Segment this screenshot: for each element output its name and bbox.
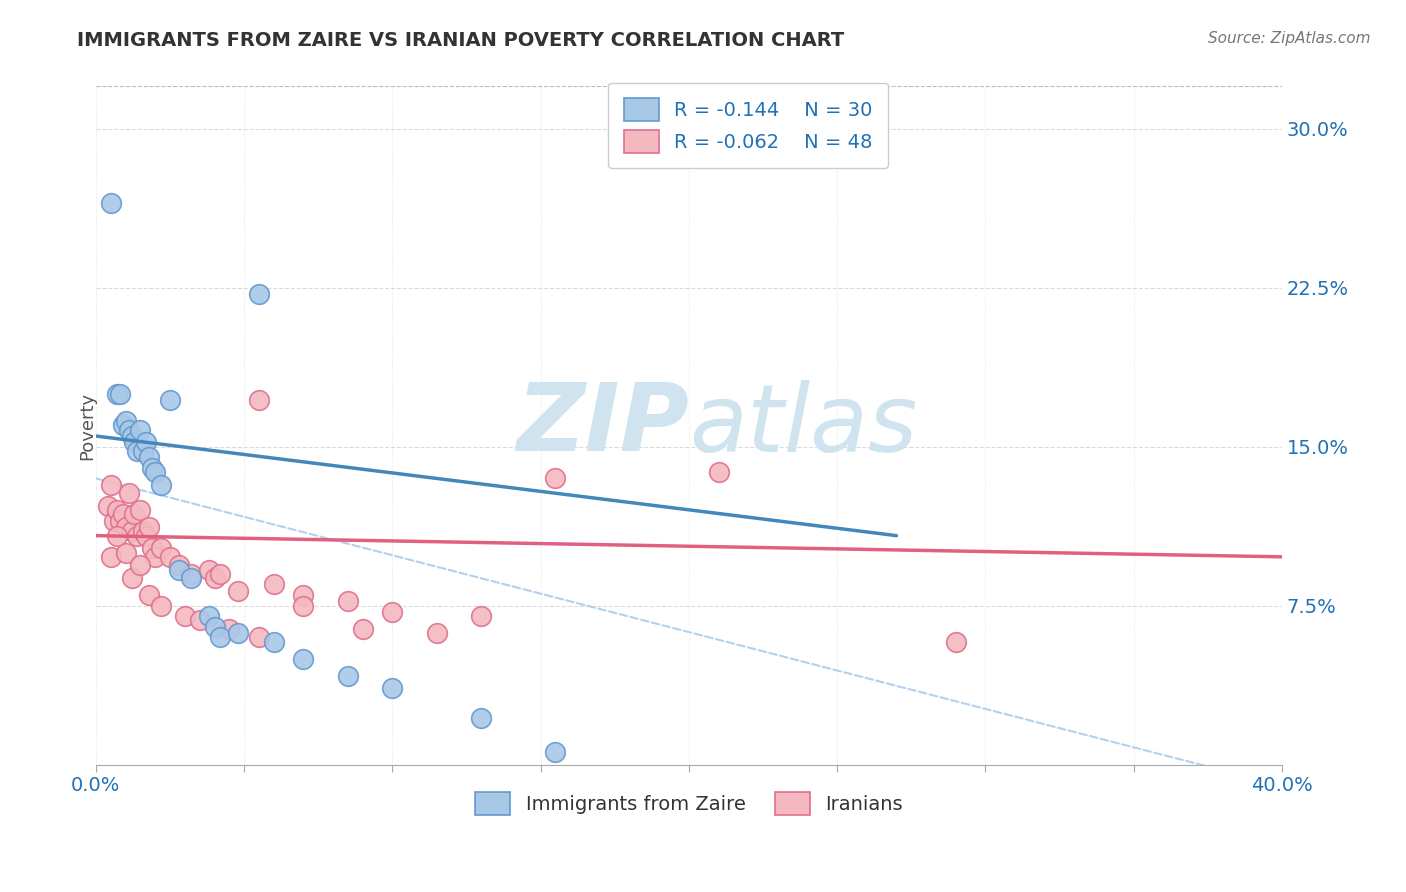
Point: [292, 599, 315, 613]
Point: [381, 605, 404, 619]
Point: [100, 195, 122, 210]
Point: [707, 465, 730, 479]
Point: [97, 499, 120, 513]
Point: [114, 520, 136, 534]
Point: [138, 520, 160, 534]
Point: [111, 418, 134, 433]
Point: [132, 524, 155, 539]
Point: [121, 429, 143, 443]
Point: [114, 545, 136, 559]
Point: [124, 435, 146, 450]
Text: ZIP: ZIP: [516, 379, 689, 472]
Point: [381, 681, 404, 696]
Point: [150, 541, 173, 556]
Point: [129, 558, 152, 573]
Point: [336, 668, 359, 682]
Point: [247, 287, 270, 301]
Point: [218, 622, 240, 636]
Point: [197, 609, 219, 624]
Point: [247, 392, 270, 407]
Point: [180, 571, 202, 585]
Point: [138, 450, 160, 465]
Point: [121, 524, 143, 539]
Point: [426, 626, 449, 640]
Point: [143, 549, 166, 564]
Point: [159, 392, 181, 407]
Point: [141, 460, 163, 475]
Point: [105, 503, 128, 517]
Point: [945, 634, 967, 648]
Point: [100, 477, 122, 491]
Point: [167, 563, 190, 577]
Point: [150, 599, 173, 613]
Point: [121, 571, 143, 585]
Point: [127, 528, 149, 542]
Point: [263, 577, 285, 591]
Point: [105, 386, 128, 401]
Point: [204, 620, 226, 634]
Point: [197, 563, 219, 577]
Point: [209, 631, 232, 645]
Point: [470, 609, 492, 624]
Point: [129, 423, 152, 437]
Point: [188, 614, 211, 628]
Point: [226, 583, 249, 598]
Point: [135, 528, 157, 542]
Point: [124, 508, 146, 522]
Point: [352, 622, 374, 636]
Point: [159, 549, 181, 564]
Text: Source: ZipAtlas.com: Source: ZipAtlas.com: [1208, 31, 1371, 46]
Point: [105, 528, 128, 542]
Point: [180, 566, 202, 581]
Point: [117, 423, 139, 437]
Point: [470, 711, 492, 725]
Point: [167, 558, 190, 573]
Point: [263, 634, 285, 648]
Point: [247, 631, 270, 645]
Point: [132, 443, 155, 458]
Point: [173, 609, 195, 624]
Point: [108, 386, 131, 401]
Point: [100, 549, 122, 564]
Point: [129, 503, 152, 517]
Point: [135, 435, 157, 450]
Point: [143, 465, 166, 479]
Point: [103, 514, 125, 528]
Point: [108, 514, 131, 528]
Point: [544, 471, 567, 485]
Point: [127, 443, 149, 458]
Point: [150, 477, 173, 491]
Point: [204, 571, 226, 585]
Y-axis label: Poverty: Poverty: [79, 392, 97, 459]
Point: [209, 566, 232, 581]
Point: [292, 588, 315, 602]
Point: [544, 745, 567, 759]
Text: atlas: atlas: [689, 380, 917, 471]
Point: [111, 508, 134, 522]
Point: [114, 414, 136, 428]
Point: [292, 651, 315, 665]
Text: IMMIGRANTS FROM ZAIRE VS IRANIAN POVERTY CORRELATION CHART: IMMIGRANTS FROM ZAIRE VS IRANIAN POVERTY…: [77, 31, 845, 50]
Point: [141, 541, 163, 556]
Point: [117, 486, 139, 500]
Point: [226, 626, 249, 640]
Point: [138, 588, 160, 602]
Legend: Immigrants from Zaire, Iranians: Immigrants from Zaire, Iranians: [467, 785, 911, 822]
Point: [336, 594, 359, 608]
